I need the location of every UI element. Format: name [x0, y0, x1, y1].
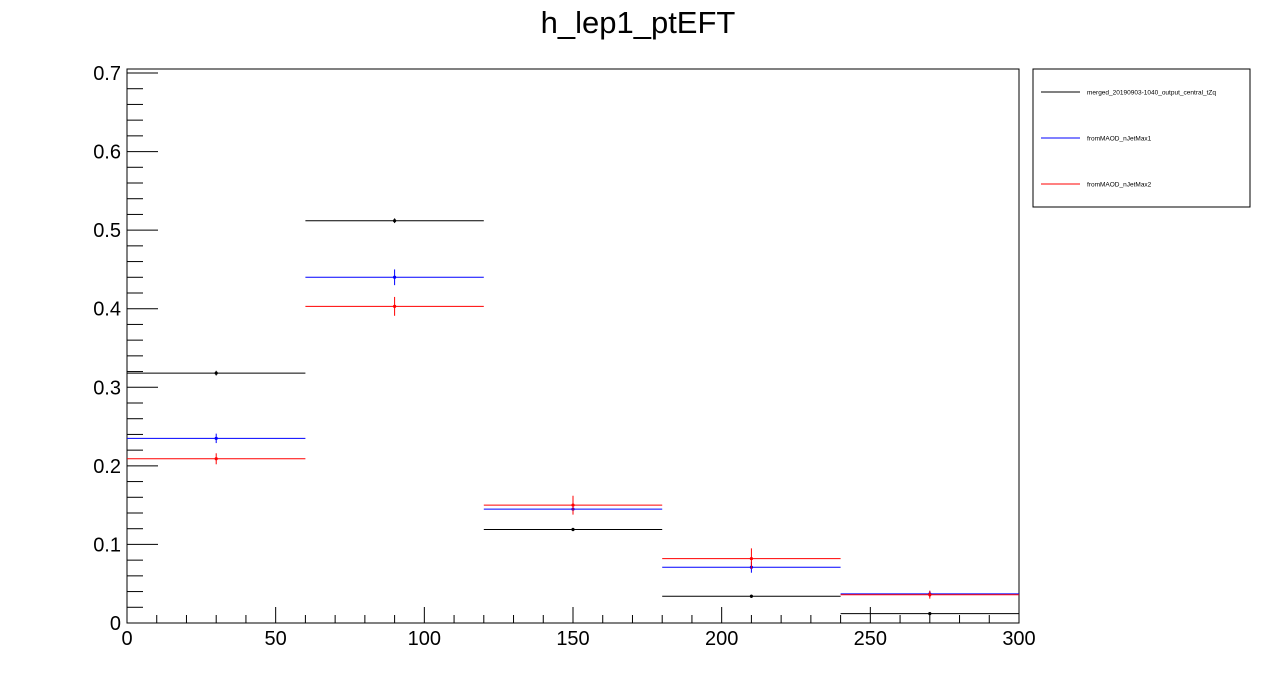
data-point [214, 457, 218, 461]
data-point [393, 304, 397, 308]
y-tick-label: 0.1 [93, 534, 121, 556]
x-tick-label: 100 [408, 628, 441, 650]
y-tick-label: 0.6 [93, 142, 121, 164]
legend-label: fromMAOD_nJetMax2 [1087, 182, 1152, 189]
y-tick-label: 0 [110, 613, 121, 635]
axes: 0 0.1 0.2 0.3 0.4 0.5 0.6 0.7 0 50 100 150 200 250 300 [93, 63, 1036, 650]
data-point [393, 219, 397, 223]
y-tick-label: 0.4 [93, 299, 121, 321]
y-tick-label: 0.7 [93, 63, 121, 85]
data-point [928, 611, 932, 616]
data-point [928, 593, 932, 597]
x-tick-label: 150 [556, 628, 589, 650]
data-point [571, 527, 575, 532]
data-point [393, 275, 397, 279]
y-tick-label: 0.5 [93, 220, 121, 242]
data-point [749, 556, 754, 561]
data-point [214, 371, 218, 375]
data-point [214, 436, 218, 440]
x-tick-label: 250 [854, 628, 887, 650]
legend: merged_20190903-1040_output_central_tZqf… [1032, 68, 1251, 208]
series-3 [127, 296, 1019, 599]
y-tick-label: 0.2 [93, 456, 121, 478]
legend-label: merged_20190903-1040_output_central_tZq [1087, 90, 1216, 97]
x-tick-label: 0 [121, 628, 132, 650]
y-tick-label: 0.3 [93, 377, 121, 399]
series-layer [127, 218, 1019, 616]
series-1 [127, 218, 1019, 616]
chart-title: h_lep1_ptEFT [541, 5, 736, 40]
x-tick-label: 200 [705, 628, 738, 650]
plot-frame [126, 68, 1020, 624]
data-point [571, 503, 575, 507]
x-tick-label: 50 [265, 628, 287, 650]
x-tick-label: 300 [1002, 628, 1035, 650]
data-point [749, 594, 754, 598]
legend-label: fromMAOD_nJetMax1 [1087, 136, 1152, 143]
series-2 [127, 269, 1019, 598]
